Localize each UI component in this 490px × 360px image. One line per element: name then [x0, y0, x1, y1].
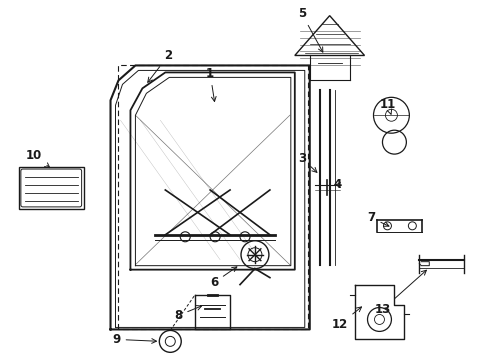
- Text: 2: 2: [148, 49, 172, 82]
- Text: 10: 10: [25, 149, 49, 168]
- Text: 5: 5: [297, 7, 323, 52]
- Text: 13: 13: [374, 270, 426, 316]
- Text: 7: 7: [368, 211, 389, 226]
- Text: 1: 1: [206, 67, 216, 102]
- Text: 4: 4: [334, 179, 342, 192]
- Text: 8: 8: [174, 306, 201, 322]
- Bar: [19, 167, 84, 209]
- Text: 11: 11: [379, 98, 395, 114]
- Text: 12: 12: [332, 307, 362, 331]
- Text: 9: 9: [112, 333, 156, 346]
- Text: 6: 6: [210, 267, 237, 289]
- Text: 3: 3: [298, 152, 317, 172]
